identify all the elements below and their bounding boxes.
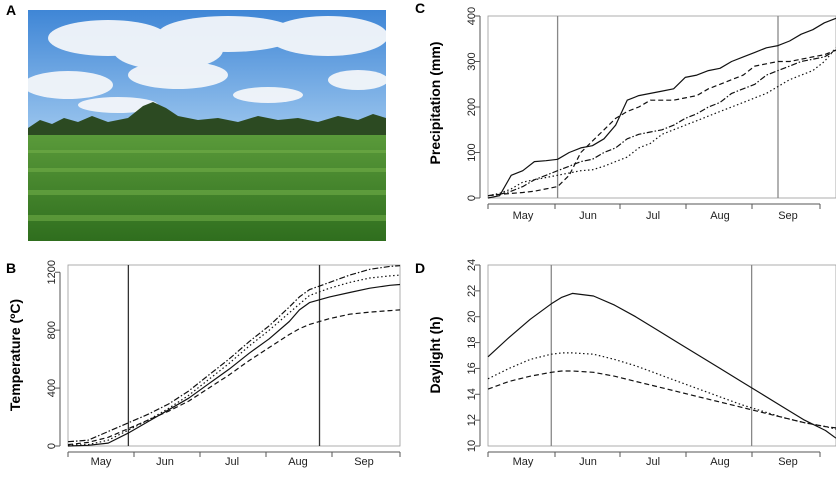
y-tick-label: 10 (466, 440, 478, 452)
series-line-dotted (67, 274, 401, 446)
series-line-dashdot (487, 49, 836, 197)
x-tick-label: May (513, 456, 534, 468)
y-tick-label: 24 (466, 259, 478, 271)
x-tick-label: Aug (710, 210, 730, 222)
panel-label-c: C (415, 0, 426, 16)
series-line-dashed (487, 49, 836, 197)
series-line-solid (487, 17, 836, 199)
y-tick-label: 800 (46, 321, 58, 339)
y-tick-label: 300 (466, 52, 478, 70)
y-tick-label: 16 (466, 362, 478, 374)
plot-frame (487, 264, 836, 447)
series-line-dashdot (67, 265, 401, 443)
series-line-dashed (487, 370, 836, 429)
x-tick-label: Jun (579, 456, 597, 468)
chart-d-ylabel: Daylight (h) (427, 317, 443, 394)
y-tick-label: 20 (466, 311, 478, 323)
x-tick-label: Jul (646, 456, 660, 468)
y-tick-label: 100 (466, 143, 478, 161)
x-tick-label: Aug (288, 456, 308, 468)
plot-frame (487, 15, 836, 199)
x-tick-label: Jul (646, 210, 660, 222)
y-tick-label: 0 (466, 195, 478, 201)
series-line-dashed (67, 309, 401, 446)
y-tick-label: 18 (466, 336, 478, 348)
y-tick-label: 12 (466, 414, 478, 426)
y-tick-label: 1200 (46, 260, 58, 284)
series-line-dotted (487, 352, 836, 430)
y-tick-label: 200 (466, 98, 478, 116)
x-tick-label: Sep (354, 456, 374, 468)
y-tick-label: 400 (466, 7, 478, 25)
x-tick-label: May (513, 210, 534, 222)
y-tick-label: 0 (46, 443, 58, 449)
x-tick-label: Aug (710, 456, 730, 468)
x-tick-label: Sep (778, 210, 798, 222)
y-tick-label: 14 (466, 388, 478, 400)
y-tick-label: 400 (46, 379, 58, 397)
x-tick-label: Jun (579, 210, 597, 222)
y-tick-label: 22 (466, 285, 478, 297)
panel-label-d: D (415, 260, 426, 276)
plot-frame (67, 264, 401, 447)
series-line-solid (487, 292, 836, 439)
series-line-solid (67, 283, 401, 447)
x-tick-label: Jul (225, 456, 239, 468)
panel-label-b: B (6, 260, 17, 276)
x-tick-label: Jun (156, 456, 174, 468)
series-line-dotted (487, 47, 836, 197)
x-tick-label: Sep (778, 456, 798, 468)
chart-b-ylabel: Temperature (ºC) (7, 299, 23, 411)
potato-field-photo (28, 10, 386, 241)
chart-c-ylabel: Precipitation (mm) (427, 42, 443, 165)
x-tick-label: May (91, 456, 112, 468)
panel-label-a: A (6, 2, 17, 18)
